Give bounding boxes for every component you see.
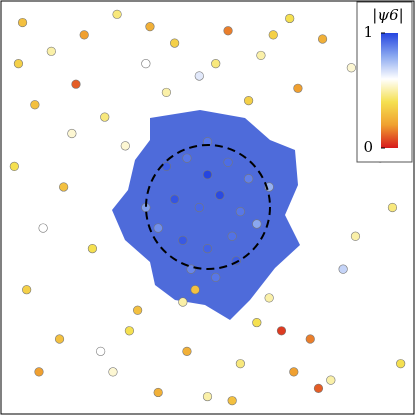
particle	[223, 26, 233, 36]
particle	[38, 223, 48, 233]
particle	[235, 359, 245, 369]
particle	[244, 174, 254, 184]
particle	[120, 141, 130, 151]
particle	[153, 223, 163, 233]
particle	[202, 391, 213, 402]
particle	[96, 346, 106, 356]
particle	[227, 396, 237, 406]
particle	[268, 30, 278, 40]
particle	[396, 359, 406, 369]
crystal-region	[112, 110, 300, 320]
particle	[227, 231, 237, 241]
particle	[223, 157, 233, 167]
particle	[252, 219, 262, 229]
particle	[293, 83, 303, 93]
particle	[194, 71, 204, 81]
particle	[235, 207, 245, 217]
particle	[87, 244, 98, 254]
particle	[133, 305, 143, 315]
particles	[9, 9, 406, 406]
particle	[153, 387, 163, 398]
particle	[317, 34, 328, 44]
particle	[264, 293, 274, 303]
particle	[387, 202, 398, 213]
colorbar: |ψ6|	[356, 1, 413, 163]
particle	[9, 161, 19, 171]
particle	[305, 334, 315, 344]
particle	[124, 326, 135, 336]
particle	[13, 59, 24, 69]
particle	[244, 96, 254, 106]
particle	[170, 194, 180, 204]
particle	[350, 231, 361, 241]
particle	[79, 30, 89, 40]
colorbar-tick-label: 1	[363, 23, 373, 41]
particle	[22, 285, 32, 295]
colorbar-tick-label: 0	[363, 138, 373, 156]
particle	[346, 63, 356, 73]
particle	[145, 22, 155, 32]
particle	[190, 285, 200, 295]
particle	[186, 264, 196, 274]
colorbar-label: |ψ6|	[372, 6, 403, 24]
particle	[202, 137, 213, 147]
particle	[285, 13, 295, 24]
particle	[252, 317, 262, 328]
particle	[211, 272, 221, 282]
dashed-circle	[145, 144, 271, 270]
particle	[34, 367, 44, 377]
particle	[54, 334, 65, 344]
particle	[289, 367, 299, 377]
particle	[100, 112, 110, 122]
particle	[170, 38, 180, 48]
particle	[67, 128, 77, 139]
particle	[17, 17, 28, 28]
particle	[161, 87, 171, 98]
particle	[326, 375, 336, 385]
colorbar-gradient	[381, 33, 398, 148]
particle	[141, 59, 151, 69]
particle	[211, 59, 221, 69]
particle	[182, 153, 192, 163]
particle	[215, 190, 225, 200]
particle	[194, 202, 204, 213]
particle	[108, 367, 118, 377]
particle	[338, 264, 348, 274]
particle	[161, 161, 171, 171]
particle	[256, 50, 266, 61]
particle	[202, 170, 213, 180]
particle	[178, 235, 188, 245]
particle	[178, 297, 188, 307]
particle	[276, 326, 287, 336]
particle	[313, 383, 324, 393]
particle	[202, 244, 213, 254]
particle	[71, 79, 81, 89]
particle	[46, 46, 56, 56]
particle	[112, 9, 122, 19]
particle	[59, 182, 69, 192]
particle	[182, 346, 192, 356]
particle	[30, 100, 40, 110]
